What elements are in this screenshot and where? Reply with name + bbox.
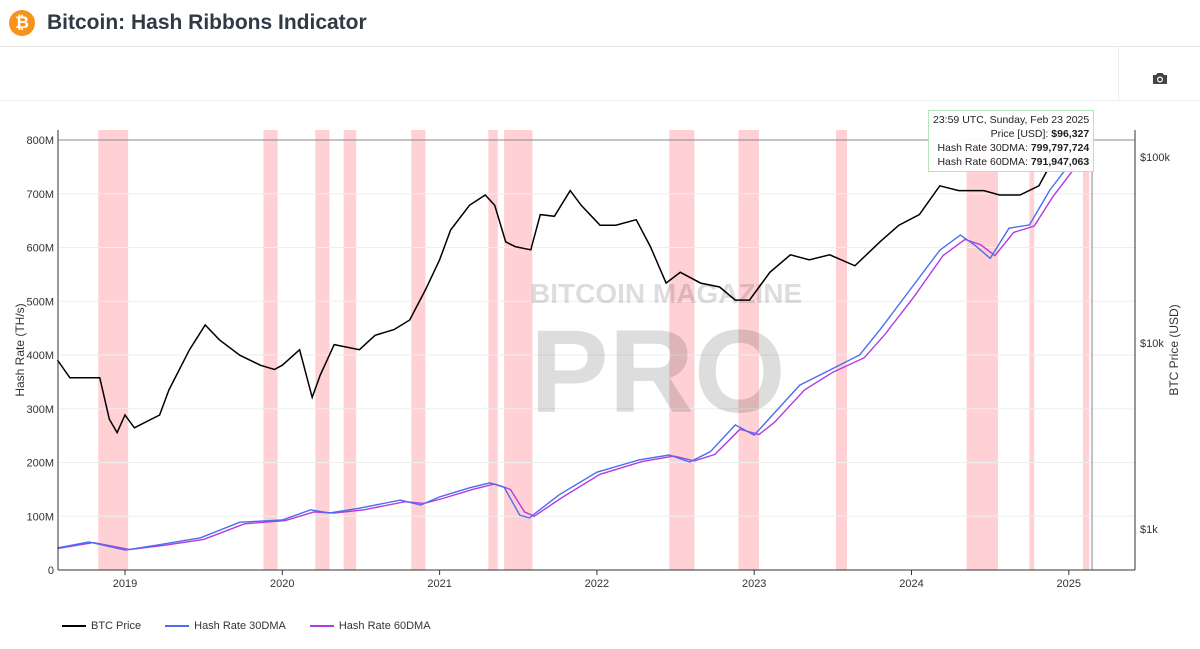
legend-item-hr30[interactable]: Hash Rate 30DMA [165, 620, 286, 632]
y-tick-label: 800M [26, 135, 54, 147]
capitulation-band [1082, 130, 1090, 570]
x-tick-label: 2022 [585, 578, 609, 590]
capitulation-band [488, 130, 498, 570]
bitcoin-logo-icon: ₿ [9, 10, 35, 36]
y2-tick-label: $100k [1140, 152, 1170, 164]
legend-label: BTC Price [91, 620, 142, 632]
capitulation-band [504, 130, 533, 570]
tooltip-hr60-value: 791,947,063 [1030, 156, 1090, 168]
x-tick-label: 2019 [113, 578, 137, 590]
y-tick-label: 200M [26, 458, 54, 470]
y-tick-label: 500M [26, 296, 54, 308]
capitulation-band [738, 130, 759, 570]
capitulation-band [411, 130, 426, 570]
y-tick-label: 100M [26, 511, 54, 523]
capitulation-band [669, 130, 695, 570]
y2-tick-label: $10k [1140, 338, 1164, 350]
capitulation-band [343, 130, 357, 570]
capitulation-band [315, 130, 330, 570]
legend-item-hr60[interactable]: Hash Rate 60DMA [309, 620, 431, 632]
y2-tick-label: $1k [1140, 524, 1158, 536]
x-tick-label: 2021 [427, 578, 451, 590]
chart-legend: BTC Price Hash Rate 30DMA Hash Rate 60DM… [62, 620, 431, 632]
legend-swatch [309, 625, 334, 627]
x-tick-label: 2023 [742, 578, 766, 590]
camera-icon[interactable] [1150, 71, 1170, 92]
page-title: Bitcoin: Hash Ribbons Indicator [47, 11, 367, 34]
capitulation-band [835, 130, 848, 570]
watermark: BITCOIN MAGAZINE PRO [530, 278, 802, 438]
y-tick-label: 0 [48, 565, 54, 577]
y-tick-label: 300M [26, 404, 54, 416]
btc-price-line [56, 154, 1093, 435]
capitulation-band [98, 130, 129, 570]
y-axis-label: Hash Rate (TH/s) [13, 303, 27, 396]
tooltip-hr30-label: Hash Rate 30DMA: [937, 142, 1028, 154]
tooltip-hr30-value: 799,797,724 [1030, 142, 1090, 154]
y-tick-label: 700M [26, 189, 54, 201]
x-tick-label: 2024 [899, 578, 923, 590]
chart-toolbar [0, 47, 1200, 101]
y2-axis-label: BTC Price (USD) [1167, 304, 1181, 395]
legend-label: Hash Rate 60DMA [338, 620, 431, 632]
legend-item-price[interactable]: BTC Price [62, 620, 141, 632]
y-tick-label: 400M [26, 350, 54, 362]
legend-swatch [165, 625, 190, 627]
hover-tooltip: 23:59 UTC, Sunday, Feb 23 2025 Price [US… [928, 110, 1095, 172]
legend-label: Hash Rate 30DMA [194, 620, 286, 632]
tooltip-price-label: Price [USD]: [990, 128, 1049, 140]
x-tick-label: 2025 [1057, 578, 1081, 590]
legend-swatch [62, 625, 86, 627]
tooltip-hr60-label: Hash Rate 60DMA: [937, 156, 1028, 168]
x-tick-label: 2020 [270, 578, 294, 590]
hash-rate-30dma-line [57, 139, 1093, 551]
capitulation-band [966, 130, 999, 570]
tooltip-price-value: $96,327 [1051, 128, 1090, 140]
header: ₿ Bitcoin: Hash Ribbons Indicator [0, 0, 1200, 47]
y-tick-label: 600M [26, 243, 54, 255]
toolbar-divider [1118, 47, 1119, 100]
capitulation-band [1029, 130, 1035, 570]
tooltip-date: 23:59 UTC, Sunday, Feb 23 2025 [933, 114, 1090, 126]
watermark-line2: PRO [530, 306, 786, 438]
capitulation-band [263, 130, 278, 570]
